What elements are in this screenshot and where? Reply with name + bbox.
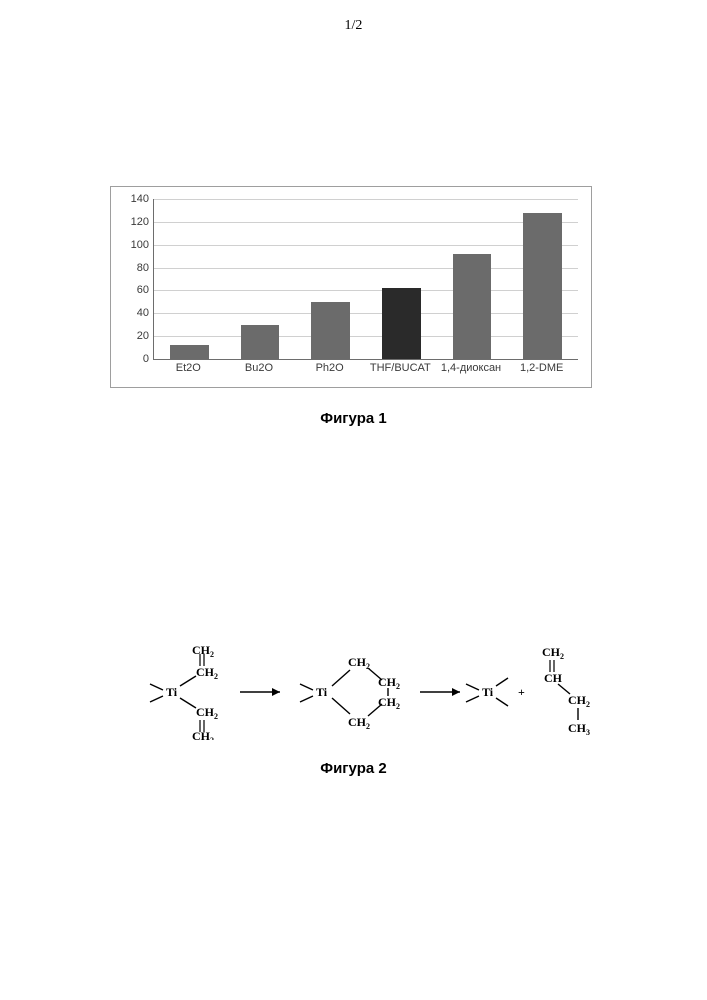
ytick-label: 120 — [119, 216, 149, 228]
ytick-label: 100 — [119, 239, 149, 251]
xtick-label: Bu2O — [245, 362, 273, 374]
fig2-ch3: CH3 — [568, 721, 590, 737]
figure1-plot-area — [153, 199, 578, 360]
fig2-ch2: CH2 — [348, 715, 370, 731]
fig2-ti-2: Ti — [316, 685, 328, 699]
xtick-label: 1,2-DME — [520, 362, 563, 374]
fig2-ch2: CH2 — [196, 705, 218, 721]
fig2-ch2: CH2 — [378, 675, 400, 691]
fig2-ch2: CH2 — [348, 655, 370, 671]
gridline — [154, 199, 578, 200]
ytick-label: 0 — [119, 353, 149, 365]
gridline — [154, 245, 578, 246]
gridline — [154, 222, 578, 223]
gridline — [154, 336, 578, 337]
xtick-label: Ph2O — [316, 362, 344, 374]
gridline — [154, 268, 578, 269]
xtick-label: THF/BUCAT — [370, 362, 431, 374]
figure2-scheme: Ti CH2 CH2 CH2 CH2 Ti — [130, 640, 600, 740]
fig2-ch2: CH2 — [378, 695, 400, 711]
fig2-ch2: CH2 — [542, 645, 564, 661]
xtick-label: Et2O — [176, 362, 201, 374]
fig2-ch2: CH2 — [192, 729, 214, 740]
ytick-label: 80 — [119, 262, 149, 274]
bar — [453, 254, 492, 359]
fig2-plus: + — [518, 685, 525, 699]
ytick-label: 140 — [119, 193, 149, 205]
fig2-ch2: CH2 — [192, 643, 214, 659]
figure1-panel: 0 20 40 60 80 100 120 140 Et2O Bu2O Ph2O THF/BUCAT 1… — [110, 186, 592, 388]
page: 1/2 0 20 40 60 80 100 120 140 Et2O Bu2O Ph2O THF/BU… — [0, 0, 707, 1000]
fig2-ch2: CH2 — [196, 665, 218, 681]
ytick-label: 40 — [119, 307, 149, 319]
bar — [523, 213, 562, 359]
fig2-ti-1: Ti — [166, 685, 178, 699]
bar — [382, 288, 421, 359]
xtick-label: 1,4-диоксан — [441, 362, 501, 374]
fig2-ti-3: Ti — [482, 685, 494, 699]
fig2-ch: CH — [544, 671, 563, 685]
gridline — [154, 290, 578, 291]
ytick-label: 20 — [119, 330, 149, 342]
figure1-caption: Фигура 1 — [0, 410, 707, 427]
page-number: 1/2 — [0, 18, 707, 34]
gridline — [154, 313, 578, 314]
bar — [170, 345, 209, 359]
bar — [311, 302, 350, 359]
fig2-ch2: CH2 — [568, 693, 590, 709]
bar — [241, 325, 280, 359]
figure2-caption: Фигура 2 — [0, 760, 707, 777]
ytick-label: 60 — [119, 284, 149, 296]
